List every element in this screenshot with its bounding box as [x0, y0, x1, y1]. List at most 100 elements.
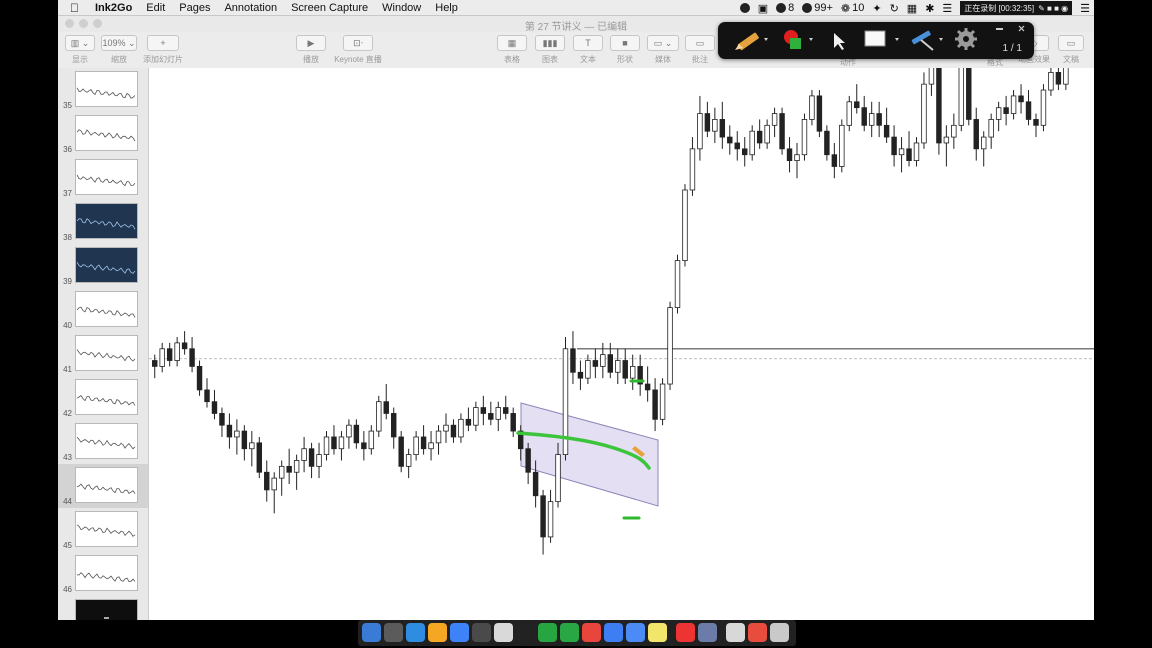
comment-button[interactable]: ▭	[685, 35, 715, 51]
slide-navigator[interactable]: 35 36 37 38 39 40 41 42 43 44 45 46 47	[58, 68, 149, 620]
shapes-icon[interactable]	[784, 30, 813, 49]
menu-window[interactable]: Window	[375, 0, 428, 16]
toolbar-media[interactable]: ▭ ⌄ 媒体	[647, 35, 679, 65]
gear-icon[interactable]	[955, 28, 977, 50]
dock-app-icon[interactable]	[648, 623, 667, 642]
dock-app-icon[interactable]	[626, 623, 645, 642]
shape-button[interactable]: ■	[610, 35, 640, 51]
status-item-3[interactable]: ❁ 10	[837, 2, 868, 15]
dock-app-icon[interactable]	[472, 623, 491, 642]
slide-thumbnail-row[interactable]: 41	[58, 332, 148, 376]
menu-pages[interactable]: Pages	[172, 0, 217, 16]
view-button[interactable]: ▥ ⌄	[65, 35, 95, 51]
dock-app-icon[interactable]	[450, 623, 469, 642]
slide-thumbnail-row[interactable]: 37	[58, 156, 148, 200]
dock-app-icon[interactable]	[494, 623, 513, 642]
slide-thumbnail[interactable]	[75, 291, 138, 327]
slide-thumbnail-row[interactable]: 36	[58, 112, 148, 156]
pointer-icon[interactable]	[834, 33, 845, 50]
dock-app-icon[interactable]	[538, 623, 557, 642]
slide-thumbnail[interactable]	[75, 379, 138, 415]
toolbar-table[interactable]: ▦ 表格	[497, 35, 527, 65]
toolbar-zoom[interactable]: 109% ⌄ 缩放	[101, 35, 137, 65]
dock-app-icon[interactable]	[384, 623, 403, 642]
dropbox-icon[interactable]: ✦	[868, 2, 885, 15]
menu-app-name[interactable]: Ink2Go	[88, 0, 139, 16]
apple-menu-icon[interactable]: 	[58, 0, 88, 16]
whiteboard-icon[interactable]	[865, 31, 899, 46]
slide-thumbnail[interactable]	[75, 467, 138, 503]
menu-edit[interactable]: Edit	[139, 0, 172, 16]
toolbar-view[interactable]: ▥ ⌄ 显示	[65, 35, 95, 65]
slide-thumbnail-row[interactable]: 39	[58, 244, 148, 288]
pencil-icon[interactable]	[735, 32, 768, 50]
dock-app-icon[interactable]	[748, 623, 767, 642]
slide-canvas[interactable]	[149, 68, 1094, 620]
zoom-select[interactable]: 109% ⌄	[101, 35, 137, 51]
dock-app-icon[interactable]	[676, 623, 695, 642]
toolbar-chart[interactable]: ▮▮▮ 图表	[535, 35, 565, 65]
status-camera-icon[interactable]: ▣	[754, 2, 772, 15]
media-button[interactable]: ▭ ⌄	[647, 35, 679, 51]
dock-app-icon[interactable]	[604, 623, 623, 642]
slide-thumbnail[interactable]	[75, 115, 138, 151]
candlestick	[750, 125, 755, 160]
slide-thumbnail-row[interactable]: 43	[58, 420, 148, 464]
slide-thumbnail-row[interactable]: 47	[58, 596, 148, 620]
text-button[interactable]: T	[573, 35, 603, 51]
status-item-1[interactable]: 8	[772, 2, 798, 14]
dock-app-icon[interactable]	[770, 623, 789, 642]
candle-body	[981, 137, 986, 149]
toolbar-add-slide[interactable]: + 添加幻灯片	[143, 35, 183, 65]
slide-thumbnail-row[interactable]: 40	[58, 288, 148, 332]
toolbar-document[interactable]: ▭ 文稿	[1056, 35, 1086, 65]
dock-app-icon[interactable]	[428, 623, 447, 642]
play-button[interactable]: ▶	[296, 35, 326, 51]
grid-icon[interactable]: ▦	[903, 2, 921, 15]
toolbar-shape[interactable]: ■ 形状	[610, 35, 640, 65]
wifi-icon[interactable]: ☰	[938, 2, 956, 15]
slide-thumbnail[interactable]	[75, 423, 138, 459]
toolbar-play[interactable]: ▶ 播放	[295, 35, 327, 65]
document-button[interactable]: ▭	[1058, 35, 1084, 51]
slide-thumbnail-row[interactable]: 35	[58, 68, 148, 112]
slide-thumbnail-row[interactable]: 44	[58, 464, 148, 508]
slide-thumbnail[interactable]	[75, 555, 138, 591]
status-dot-icon[interactable]	[736, 3, 754, 13]
menu-screen-capture[interactable]: Screen Capture	[284, 0, 375, 16]
recording-strip[interactable]: 正在录制 [00:32:35] ✎ ■ ■ ◉	[960, 1, 1072, 15]
toolbar-keynote-live[interactable]: ⊡ᐧ Keynote 直播	[333, 35, 383, 65]
dock-app-icon[interactable]	[582, 623, 601, 642]
menu-list-icon[interactable]: ☰	[1076, 2, 1094, 15]
slide-thumbnail-row[interactable]: 38	[58, 200, 148, 244]
slide-thumbnail[interactable]	[75, 159, 138, 195]
keynote-live-button[interactable]: ⊡ᐧ	[343, 35, 373, 51]
highlighter-icon[interactable]	[911, 30, 943, 50]
dock-app-icon[interactable]	[698, 623, 717, 642]
slide-thumbnail[interactable]	[75, 511, 138, 547]
dock-app-icon[interactable]	[726, 623, 745, 642]
table-button[interactable]: ▦	[497, 35, 527, 51]
slide-thumbnail[interactable]	[75, 71, 138, 107]
slide-thumbnail-row[interactable]: 45	[58, 508, 148, 552]
bluetooth-icon[interactable]: ✱	[921, 2, 938, 15]
slide-thumbnail-row[interactable]: 42	[58, 376, 148, 420]
menu-help[interactable]: Help	[428, 0, 465, 16]
dock-app-icon[interactable]	[516, 623, 535, 642]
close-ink-icon[interactable]	[1019, 26, 1024, 31]
toolbar-comment[interactable]: ▭ 批注	[685, 35, 715, 65]
dock-app-icon[interactable]	[406, 623, 425, 642]
slide-thumbnail-row[interactable]: 46	[58, 552, 148, 596]
sync-icon[interactable]: ↻	[886, 2, 903, 15]
add-slide-button[interactable]: +	[147, 35, 179, 51]
slide-thumbnail[interactable]	[75, 203, 138, 239]
dock-app-icon[interactable]	[362, 623, 381, 642]
slide-thumbnail[interactable]	[75, 247, 138, 283]
status-item-2[interactable]: 99+	[798, 2, 837, 14]
chart-button[interactable]: ▮▮▮	[535, 35, 565, 51]
toolbar-text[interactable]: T 文本	[573, 35, 603, 65]
slide-thumbnail[interactable]	[75, 335, 138, 371]
slide-thumbnail[interactable]	[75, 599, 138, 620]
dock-app-icon[interactable]	[560, 623, 579, 642]
menu-annotation[interactable]: Annotation	[217, 0, 284, 16]
